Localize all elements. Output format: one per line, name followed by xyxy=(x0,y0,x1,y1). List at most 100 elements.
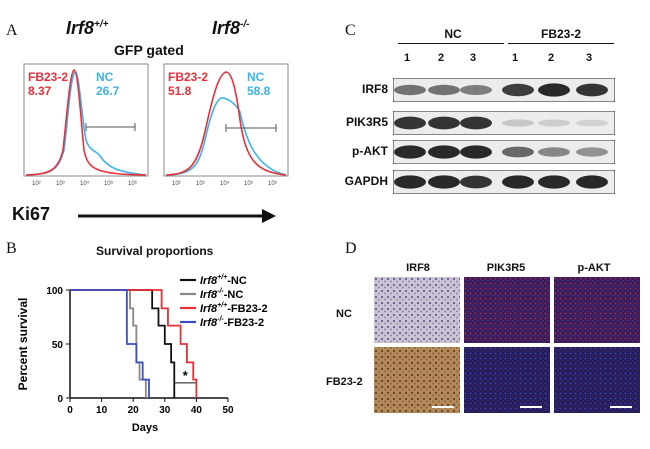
ihc-col-irf8: IRF8 xyxy=(406,262,430,274)
western-group-nc-line xyxy=(398,43,504,44)
western-band xyxy=(394,116,426,130)
ihc-nc-pik3r5-image xyxy=(464,277,550,343)
western-band xyxy=(502,83,534,97)
ihc-col-pik3r5: PIK3R5 xyxy=(486,262,526,274)
flow-left-frame xyxy=(23,63,149,177)
ihc-fb-pakt-image xyxy=(554,347,640,413)
panel-letter-a: A xyxy=(6,22,18,39)
gate-title: GFP gated xyxy=(114,42,184,58)
flow-left-tick-1: 10³ xyxy=(56,181,65,187)
survival-significance-label: * xyxy=(183,368,189,383)
western-band xyxy=(394,84,426,96)
ihc-row-fb: FB23-2 xyxy=(326,376,363,388)
survival-y-tick-label: 100 xyxy=(46,286,63,297)
ihc-row-nc: NC xyxy=(336,308,352,320)
western-band xyxy=(460,116,492,130)
western-row-label: IRF8 xyxy=(361,82,388,96)
western-band xyxy=(576,119,608,127)
survival-xlabel: Days xyxy=(132,422,158,434)
western-lane-label: 1 xyxy=(512,52,519,64)
western-lane-label: 1 xyxy=(404,52,411,64)
flow-left-fb-curve xyxy=(25,69,147,176)
ki67-arrow-head xyxy=(262,209,276,223)
flow-left-nc-value: 26.7 xyxy=(96,84,120,98)
survival-chart: 0 10 20 30 40 50 0 50 100 Days Percent survival * I… xyxy=(16,274,268,434)
survival-series-line xyxy=(70,289,147,398)
ihc-nc-pakt-image xyxy=(554,277,640,343)
survival-legend-label: Irf8-/--FB23-2 xyxy=(200,316,264,329)
flow-left-ticks: 10² 10³ 10⁴ 10⁵ 10⁶ xyxy=(32,180,138,187)
flow-right-tick-3: 10⁵ xyxy=(244,180,254,187)
flow-right-tick-4: 10⁶ xyxy=(268,180,278,187)
western-lane-label: 2 xyxy=(548,52,555,64)
flow-histograms: 10² 10³ 10⁴ 10⁵ 10⁶ 10² 10³ 10⁴ 10⁵ 10⁶ xyxy=(23,63,289,223)
western-band xyxy=(428,175,460,189)
western-blot-strip xyxy=(393,111,615,135)
survival-x-tick-label: 40 xyxy=(191,405,203,416)
flow-right-frame xyxy=(163,63,289,177)
flow-left-tick-3: 10⁵ xyxy=(104,180,114,187)
survival-x-tick-label: 10 xyxy=(96,405,108,416)
flow-right-fb-value: 51.8 xyxy=(168,84,192,98)
western-band xyxy=(538,147,570,157)
western-row-label: GAPDH xyxy=(344,174,388,188)
survival-x-tick-label: 30 xyxy=(159,405,171,416)
flow-left-nc: NC 26.7 xyxy=(96,70,119,98)
flow-right-nc-value: 58.8 xyxy=(247,84,271,98)
western-band xyxy=(394,175,426,189)
western-lane-label: 3 xyxy=(586,52,593,64)
panel-letter-d: D xyxy=(345,240,357,257)
western-band xyxy=(576,175,608,189)
flow-left-fb-value: 8.37 xyxy=(28,84,52,98)
flow-right-tick-2: 10⁴ xyxy=(220,180,230,187)
flow-right-fb-label: FB23-2 xyxy=(168,70,209,84)
flow-right-nc-curve xyxy=(165,97,287,176)
survival-series-line xyxy=(70,289,150,398)
western-band xyxy=(394,145,426,159)
flow-left-fb-label: FB23-2 xyxy=(28,70,69,84)
survival-x-tick-label: 50 xyxy=(222,405,234,416)
survival-y-tick-label: 50 xyxy=(52,340,64,351)
western-band xyxy=(538,119,570,127)
flow-right-fb: FB23-2 51.8 xyxy=(168,70,208,98)
flow-right-tick-0: 10² xyxy=(172,181,181,187)
western-band xyxy=(538,83,570,97)
western-band xyxy=(460,85,492,95)
western-lane-label: 3 xyxy=(470,52,477,64)
flow-right-ticks: 10² 10³ 10⁴ 10⁵ 10⁶ xyxy=(172,180,278,187)
ihc-col-pakt: p-AKT xyxy=(577,262,611,274)
survival-title: Survival proportions xyxy=(96,244,214,258)
survival-x-tick-label: 20 xyxy=(128,405,140,416)
western-band xyxy=(428,84,460,96)
genotype-wt-label: Irf8+/+ xyxy=(66,18,109,38)
panel-letter-b: B xyxy=(6,240,17,257)
flow-left-nc-label: NC xyxy=(96,70,114,84)
flow-right-fb-curve xyxy=(165,71,287,176)
ihc-nc-irf8-image xyxy=(374,277,460,343)
western-row-label: PIK3R5 xyxy=(345,115,388,129)
western-band xyxy=(428,145,460,159)
western-blot-strip xyxy=(393,78,615,102)
flow-left-tick-2: 10⁴ xyxy=(80,180,90,187)
western-blot-strip xyxy=(393,170,615,194)
flow-left-fb: FB23-2 8.37 xyxy=(28,70,68,98)
panel-letter-c: C xyxy=(345,22,356,39)
flow-left-tick-0: 10² xyxy=(32,181,41,187)
western-band xyxy=(460,175,492,189)
western-group-fb-line xyxy=(508,43,614,44)
western-band xyxy=(576,83,608,97)
western-group-fb: FB23-2 xyxy=(540,27,581,41)
flow-right-nc: NC 58.8 xyxy=(247,70,270,98)
flow-xlabel: Ki67 xyxy=(12,204,51,224)
genotype-ko-label: Irf8-/- xyxy=(212,18,250,38)
western-band xyxy=(502,175,534,189)
western-band xyxy=(428,116,460,130)
survival-legend-label: Irf8+/+-FB23-2 xyxy=(200,302,268,315)
survival-x-tick-label: 0 xyxy=(67,405,73,416)
western-group-nc: NC xyxy=(444,27,462,41)
western-band xyxy=(502,146,534,158)
survival-series-line xyxy=(70,289,176,398)
survival-legend-label: Irf8+/+-NC xyxy=(200,274,247,287)
flow-right-nc-label: NC xyxy=(247,70,265,84)
ihc-fb-irf8-image xyxy=(374,347,460,413)
